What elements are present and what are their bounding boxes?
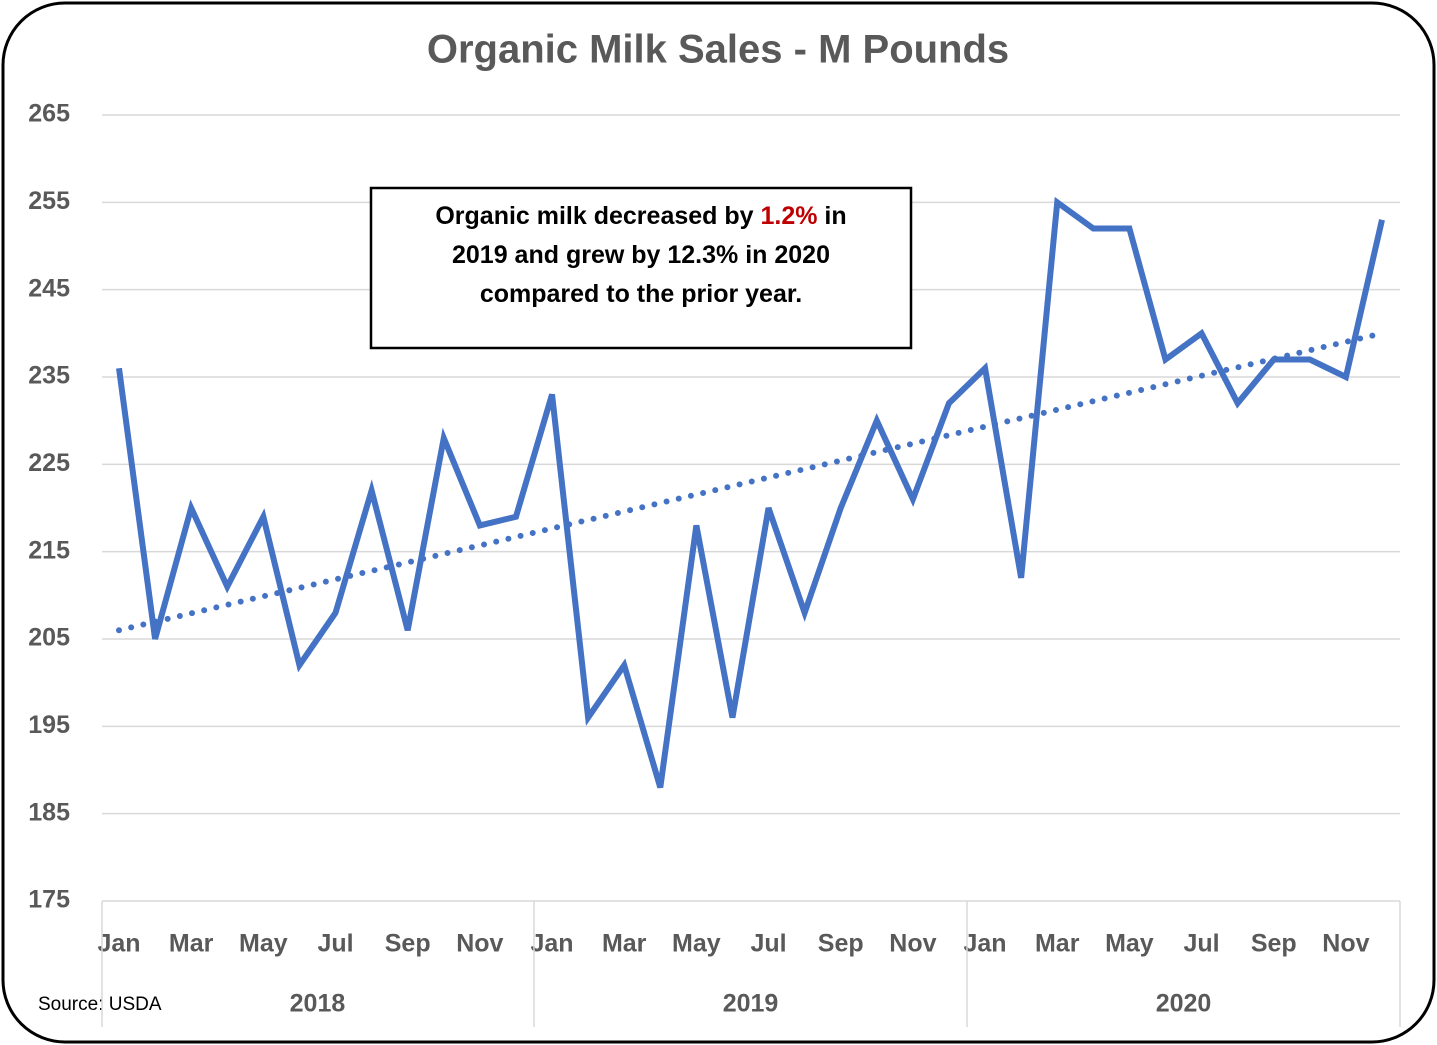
- annotation-segment: Organic milk decreased by: [435, 202, 760, 230]
- x-tick-label: Sep: [1251, 930, 1297, 958]
- x-tick-label: Sep: [818, 930, 864, 958]
- annotation-segment: in: [817, 202, 846, 230]
- source-note: Source: USDA: [38, 994, 162, 1015]
- x-tick-label: May: [239, 930, 288, 958]
- x-tick-label: Jul: [1184, 930, 1220, 958]
- y-tick-label: 205: [28, 624, 70, 652]
- y-tick-label: 225: [28, 449, 70, 477]
- y-tick-label: 265: [28, 100, 70, 128]
- x-tick-label: Mar: [169, 930, 214, 958]
- annotation-segment: 2019 and grew by 12.3% in 2020: [452, 241, 830, 269]
- y-tick-label: 215: [28, 536, 70, 564]
- chart-title: Organic Milk Sales - M Pounds: [427, 28, 1009, 72]
- annotation-box: [369, 186, 913, 350]
- x-tick-label: Nov: [456, 930, 503, 958]
- x-tick-label: May: [1105, 930, 1154, 958]
- y-tick-label: 255: [28, 187, 70, 215]
- x-tick-label: Jan: [530, 930, 573, 958]
- x-tick-label: Jan: [97, 930, 140, 958]
- x-tick-label: May: [672, 930, 721, 958]
- x-tick-label: Jul: [317, 930, 353, 958]
- annotation-text: 2019 and grew by 12.3% in 2020: [452, 241, 830, 269]
- x-tick-label: Nov: [1322, 930, 1369, 958]
- y-tick-label: 185: [28, 798, 70, 826]
- y-tick-label: 195: [28, 711, 70, 739]
- y-tick-label: 235: [28, 362, 70, 390]
- year-label: 2018: [290, 990, 346, 1018]
- x-tick-label: Sep: [385, 930, 431, 958]
- x-tick-label: Mar: [602, 930, 647, 958]
- annotation-segment: 1.2%: [761, 202, 818, 230]
- year-label: 2019: [723, 990, 779, 1018]
- annotation-segment: compared to the prior year.: [480, 280, 802, 308]
- y-tick-label: 245: [28, 274, 70, 302]
- trendline: [116, 330, 1385, 634]
- data-line: [116, 196, 1385, 789]
- annotation-text: Organic milk decreased by 1.2% in: [435, 202, 846, 230]
- y-tick-label: 175: [28, 886, 70, 914]
- x-tick-label: Jan: [964, 930, 1007, 958]
- annotation-text: compared to the prior year.: [480, 280, 802, 308]
- x-tick-label: Jul: [750, 930, 786, 958]
- x-tick-label: Nov: [889, 930, 936, 958]
- x-tick-label: Mar: [1035, 930, 1080, 958]
- year-label: 2020: [1156, 990, 1212, 1018]
